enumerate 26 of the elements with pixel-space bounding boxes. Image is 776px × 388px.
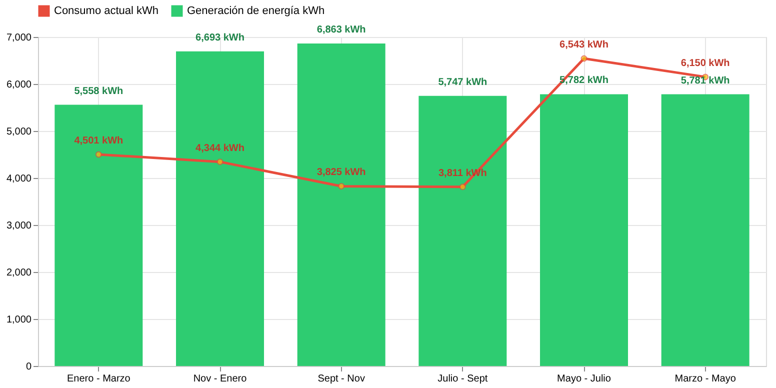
data-label: 5,747 kWh	[438, 76, 488, 88]
data-label: 5,558 kWh	[74, 86, 124, 97]
y-tick-label: 3,000	[6, 220, 32, 232]
y-tick-label: 2,000	[6, 268, 32, 278]
data-label: 3,825 kWh	[316, 167, 366, 178]
x-tick-label: Sept - Nov	[318, 374, 365, 384]
x-tick-label: Nov - Enero	[193, 374, 248, 384]
y-tick-label: 7,000	[6, 32, 32, 44]
x-tick-label: Julio - Sept	[438, 374, 488, 384]
x-tick-label: Enero - Marzo	[66, 374, 131, 384]
data-label: 6,150 kWh	[680, 58, 730, 69]
data-label: 6,693 kWh	[196, 32, 244, 44]
y-tick-label: 0	[26, 362, 32, 372]
legend-label: Consumo actual kWh	[54, 5, 159, 17]
y-tick-label: 4,000	[6, 174, 32, 184]
data-label: 4,344 kWh	[196, 142, 244, 154]
y-tick-label: 5,000	[6, 126, 32, 138]
legend-label: Generación de energía kWh	[187, 5, 325, 17]
data-label: 4,501 kWh	[74, 135, 124, 146]
data-label: 6,543 kWh	[560, 39, 608, 50]
x-tick-label: Marzo - Mayo	[674, 374, 736, 384]
y-tick-label: 6,000	[6, 80, 32, 90]
data-label: 6,863 kWh	[316, 24, 366, 36]
x-tick-label: Mayo - Julio	[557, 374, 612, 384]
data-label: 5,781 kWh	[680, 75, 730, 86]
y-tick-label: 1,000	[6, 314, 32, 326]
